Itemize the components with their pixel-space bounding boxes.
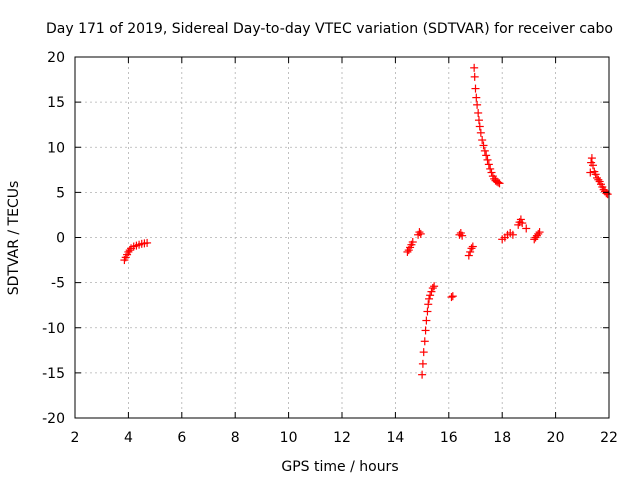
- data-point: [428, 284, 437, 293]
- data-point: [458, 231, 467, 240]
- x-tick-label: 16: [440, 430, 458, 446]
- data-point: [403, 247, 412, 256]
- data-point: [422, 316, 431, 325]
- x-tick-label: 2: [71, 430, 80, 446]
- y-tick-label: 15: [47, 95, 65, 111]
- data-point: [522, 224, 531, 233]
- x-tick-label: 10: [280, 430, 298, 446]
- data-point: [588, 161, 597, 170]
- data-point: [603, 190, 612, 199]
- data-point: [464, 251, 473, 260]
- data-point: [468, 242, 477, 251]
- data-point: [419, 348, 428, 357]
- data-point: [418, 370, 427, 379]
- data-point: [427, 287, 436, 296]
- x-tick-label: 22: [600, 430, 618, 446]
- data-point: [416, 229, 425, 238]
- x-tick-label: 12: [333, 430, 351, 446]
- y-tick-label: 20: [47, 50, 65, 66]
- data-point: [479, 141, 488, 150]
- data-point: [474, 116, 483, 125]
- data-point: [591, 170, 600, 179]
- y-tick-label: -20: [42, 411, 65, 427]
- data-point: [476, 128, 485, 137]
- data-point: [594, 175, 603, 184]
- data-point: [418, 359, 427, 368]
- data-point: [482, 151, 491, 160]
- y-tick-label: -15: [42, 366, 65, 382]
- data-point: [423, 307, 432, 316]
- y-axis-title: SDTVAR / TECUs: [6, 181, 22, 296]
- x-tick-label: 18: [493, 430, 511, 446]
- data-point: [466, 247, 475, 256]
- data-point: [470, 72, 479, 81]
- y-tick-label: 5: [56, 185, 65, 201]
- data-point: [516, 215, 525, 224]
- x-tick-labels: 2 4 6 8 10 12 14 16 18 20 22: [71, 430, 618, 446]
- data-point: [534, 229, 543, 238]
- data-point: [472, 93, 481, 102]
- data-point: [143, 238, 152, 247]
- y-tick-label: -10: [42, 321, 65, 337]
- data-point: [467, 244, 476, 253]
- data-point: [483, 155, 492, 164]
- grid-lines: [75, 57, 609, 418]
- data-point: [430, 282, 439, 291]
- chart-title: Day 171 of 2019, Sidereal Day-to-day VTE…: [46, 21, 613, 37]
- x-tick-label: 6: [177, 430, 186, 446]
- data-point: [486, 164, 495, 173]
- data-point: [518, 219, 527, 228]
- x-tick-label: 8: [231, 430, 240, 446]
- data-point: [448, 292, 457, 301]
- data-point: [587, 154, 596, 163]
- y-tick-label: 10: [47, 140, 65, 156]
- data-point: [480, 146, 489, 155]
- data-point: [484, 160, 493, 169]
- data-point: [125, 246, 134, 255]
- y-tick-labels: -20 -15 -10 -5 0 5 10 15 20: [42, 50, 65, 427]
- axis-ticks: [74, 56, 610, 419]
- x-tick-label: 14: [386, 430, 404, 446]
- data-point: [494, 178, 503, 187]
- data-point: [420, 337, 429, 346]
- y-tick-label: -5: [51, 276, 65, 292]
- data-point: [478, 136, 487, 145]
- data-point: [470, 63, 479, 72]
- x-axis-title: GPS time / hours: [281, 459, 398, 475]
- data-point: [471, 84, 480, 93]
- data-point: [415, 228, 424, 237]
- data-point: [426, 291, 435, 300]
- data-point: [535, 228, 544, 237]
- y-tick-label: 0: [56, 231, 65, 247]
- data-point: [473, 100, 482, 109]
- data-point: [475, 122, 484, 131]
- data-point: [508, 230, 517, 239]
- data-point: [487, 168, 496, 177]
- data-point: [408, 238, 417, 247]
- data-point: [474, 108, 483, 117]
- data-point: [424, 300, 433, 309]
- data-point: [586, 168, 595, 177]
- data-point: [447, 293, 456, 302]
- x-tick-label: 4: [124, 430, 133, 446]
- data-point: [495, 179, 504, 188]
- data-point: [421, 326, 430, 335]
- x-tick-label: 20: [547, 430, 565, 446]
- data-point: [425, 294, 434, 303]
